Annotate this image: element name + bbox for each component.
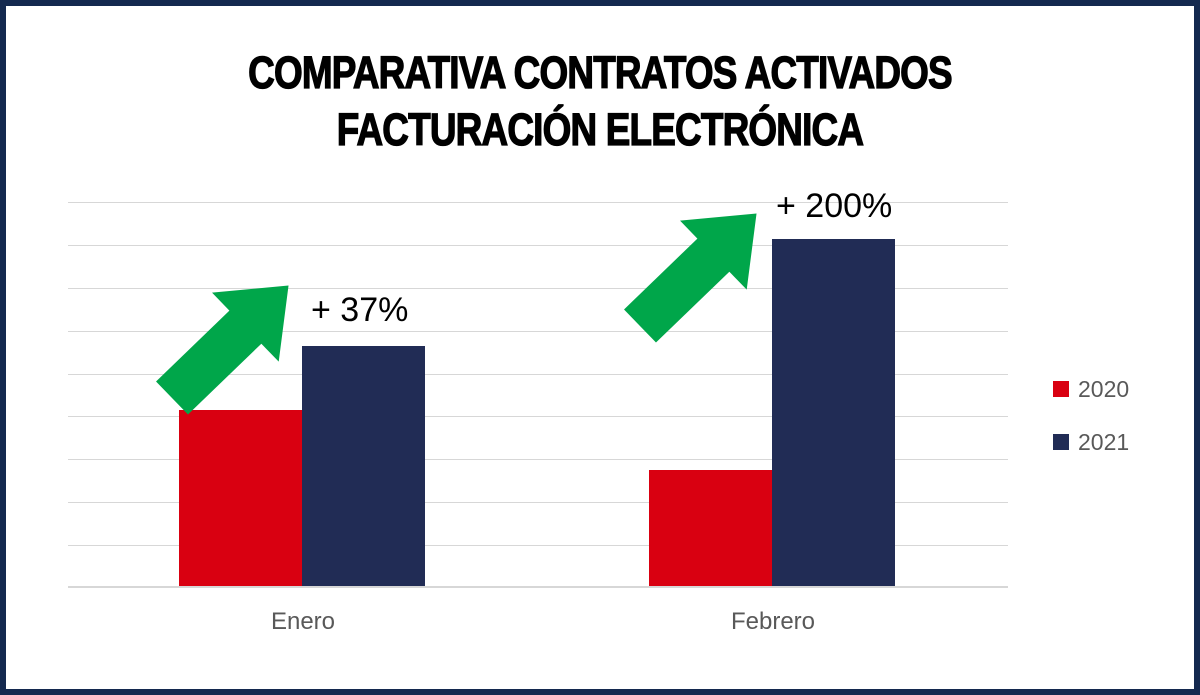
legend-swatch-2020	[1053, 381, 1069, 397]
x-axis-label-febrero: Febrero	[730, 608, 816, 635]
bar-febrero-2020	[649, 470, 772, 586]
annotation-enero-growth: + 37%	[311, 291, 409, 329]
legend-item-2020: 2020	[1053, 377, 1129, 401]
plot-area	[68, 202, 1008, 588]
bar-febrero-2021	[772, 239, 895, 586]
gridline	[68, 245, 1008, 246]
gridline	[68, 288, 1008, 289]
x-axis-line	[68, 586, 1008, 588]
legend-swatch-2021	[1053, 434, 1069, 450]
gridline	[68, 545, 1008, 546]
bar-enero-2021	[302, 346, 425, 586]
chart-title-line1: COMPARATIVA CONTRATOS ACTIVADOS	[248, 46, 954, 98]
gridline	[68, 459, 1008, 460]
chart-title: COMPARATIVA CONTRATOS ACTIVADOS FACTURAC…	[108, 44, 1092, 158]
legend-label-2021: 2021	[1078, 429, 1130, 455]
legend-label-2020: 2020	[1078, 376, 1130, 402]
gridline	[68, 416, 1008, 417]
gridline	[68, 331, 1008, 332]
gridline	[68, 502, 1008, 503]
x-axis-label-enero: Enero	[270, 608, 336, 635]
gridline	[68, 374, 1008, 375]
bar-enero-2020	[179, 410, 302, 586]
legend-item-2021: 2021	[1053, 430, 1129, 454]
legend: 2020 2021	[1053, 377, 1129, 454]
gridline	[68, 202, 1008, 203]
chart-title-line2: FACTURACIÓN ELECTRÓNICA	[336, 103, 864, 155]
annotation-febrero-growth: + 200%	[776, 187, 893, 225]
